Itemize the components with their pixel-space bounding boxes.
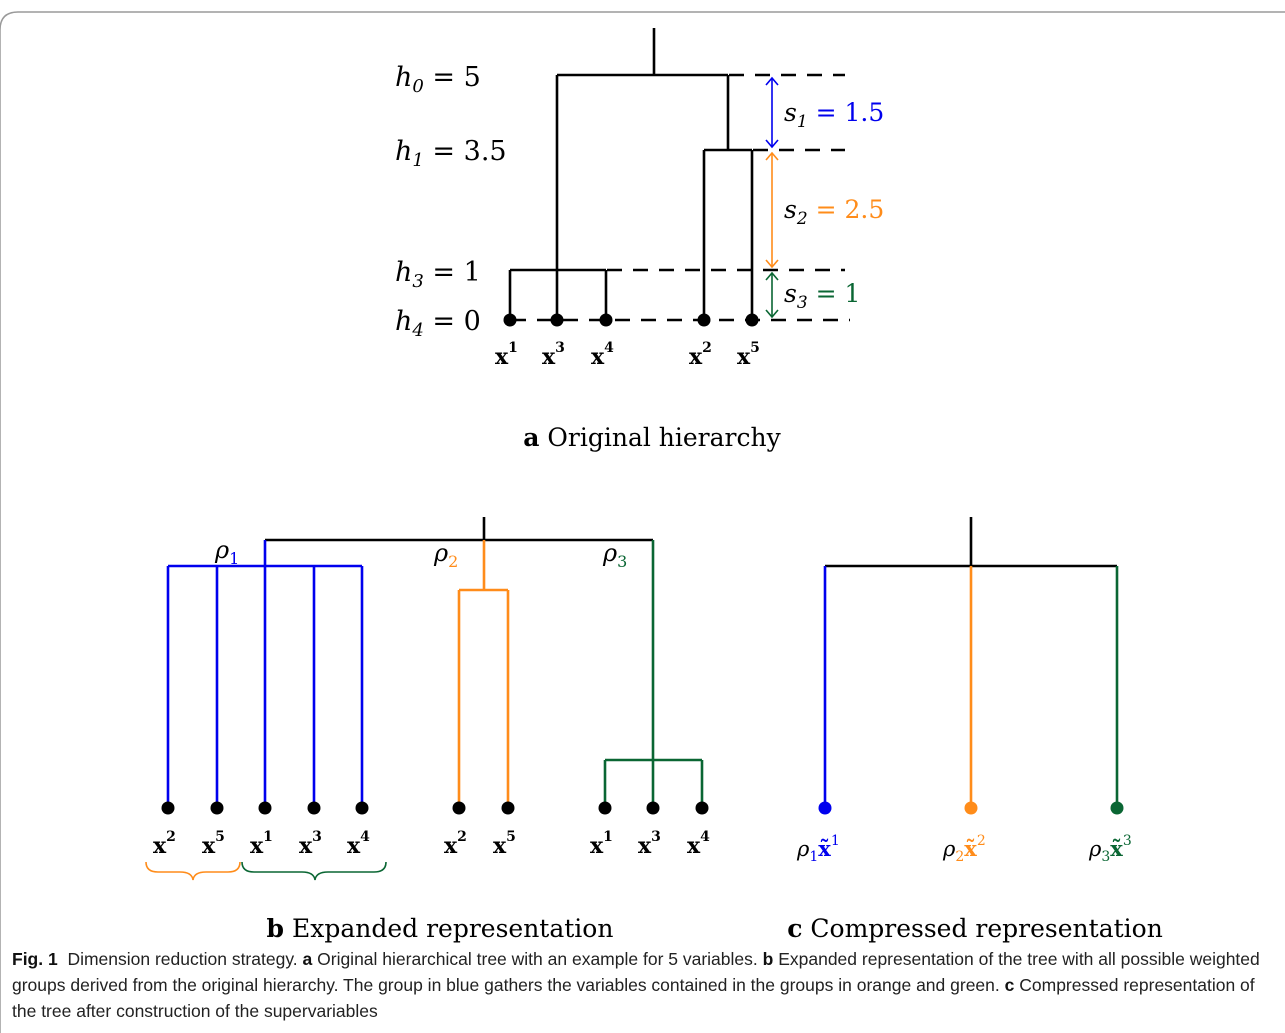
panel-a-hierarchy (508, 28, 754, 320)
caption-fig-label: Fig. 1 (12, 949, 58, 969)
leaf-label: x2 (444, 829, 467, 859)
step-arrow-s3 (765, 271, 779, 319)
group-label-rho1: ρ1 (214, 536, 239, 568)
supervariable-node-3 (1110, 801, 1124, 815)
leaf-label: x1 (250, 829, 273, 859)
caption-c-letter: c (1004, 975, 1015, 995)
leaf-node (501, 801, 515, 815)
caption-b-text: Expanded representation of the tree with… (12, 949, 1260, 995)
supervariable-node-1 (818, 801, 832, 815)
supervariable-label-3: ρ3x̃3 (1088, 833, 1132, 865)
supervariable-node-2 (964, 801, 978, 815)
step-arrow-s1 (765, 76, 779, 149)
leaf-node (646, 801, 660, 815)
panel-b-group-rho3 (603, 540, 704, 808)
leaf-node (598, 801, 612, 815)
leaf-label: x3 (299, 829, 322, 859)
leaf-node (307, 801, 321, 815)
supervariable-label-1: ρ1x̃1 (796, 833, 840, 865)
leaf-label: x1 (495, 340, 518, 370)
figure-caption: Fig. 1 Dimension reduction strategy. a O… (12, 946, 1274, 1024)
leaf-node (452, 801, 466, 815)
leaf-node (210, 801, 224, 815)
panel-b-group-rho2 (457, 540, 510, 808)
group-label-rho2: ρ2 (433, 539, 458, 571)
panel-c-label: c Compressed representation (787, 914, 1163, 943)
panel-b-root (265, 517, 653, 542)
figure-frame-border (0, 11, 1285, 1033)
leaf-label: x5 (202, 829, 225, 859)
leaf-label: x4 (591, 340, 614, 370)
leaf-label: x3 (542, 340, 565, 370)
group-label-rho3: ρ3 (602, 539, 627, 571)
leaf-label: x2 (153, 829, 176, 859)
caption-a-text: Original hierarchical tree with an examp… (317, 949, 758, 969)
step-arrow-s2 (765, 151, 779, 269)
leaf-label: x1 (590, 829, 613, 859)
leaf-node (258, 801, 272, 815)
leaf-label: x4 (347, 829, 370, 859)
leaf-node (697, 313, 711, 327)
leaf-label: x3 (638, 829, 661, 859)
panel-a-leaf-nodes (503, 313, 759, 327)
panel-a-dashed-levels (511, 73, 850, 322)
step-label-s2: s2 = 2.5 (784, 195, 884, 229)
panel-b-label: b Expanded representation (267, 914, 614, 943)
leaf-node (161, 801, 175, 815)
brace-orange (145, 861, 241, 881)
leaf-node (355, 801, 369, 815)
caption-c-text: Compressed representation of the tree af… (12, 975, 1255, 1021)
panel-b-leaf-nodes (161, 801, 709, 815)
leaf-node (745, 313, 759, 327)
step-label-s3: s3 = 1 (784, 279, 860, 313)
leaf-node (550, 313, 564, 327)
leaf-label: x5 (493, 829, 516, 859)
caption-a-letter: a (302, 949, 313, 969)
panel-a-leaf-labels: x1 x3 x4 x2 x5 (495, 340, 760, 370)
caption-b-letter: b (762, 949, 774, 969)
level-label-h0: h0 = 5 (395, 62, 481, 97)
step-label-s1: s1 = 1.5 (784, 98, 884, 132)
level-label-h4: h4 = 0 (395, 306, 481, 341)
caption-title: Dimension reduction strategy. (67, 949, 298, 969)
leaf-label: x5 (737, 340, 760, 370)
leaf-label: x4 (687, 829, 710, 859)
panel-b-leaf-labels: x2 x5 x1 x3 x4 x2 x5 x1 x3 x4 (153, 829, 710, 859)
level-label-h1: h1 = 3.5 (395, 136, 507, 171)
panel-a-label: a Original hierarchy (523, 423, 781, 452)
leaf-node (695, 801, 709, 815)
level-label-h3: h3 = 1 (395, 257, 481, 292)
leaf-node (599, 313, 613, 327)
leaf-label: x2 (689, 340, 712, 370)
panel-c-root (825, 517, 1117, 568)
panel-b-group-rho1 (166, 540, 364, 808)
leaf-node (503, 313, 517, 327)
brace-green (241, 861, 387, 881)
supervariable-label-2: ρ2x̃2 (942, 833, 986, 865)
